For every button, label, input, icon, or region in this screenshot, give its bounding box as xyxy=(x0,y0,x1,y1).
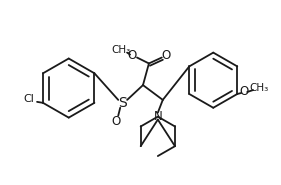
Text: S: S xyxy=(118,96,126,110)
Text: O: O xyxy=(112,115,121,128)
Text: CH₃: CH₃ xyxy=(112,45,131,55)
Text: O: O xyxy=(128,49,137,62)
Text: Cl: Cl xyxy=(24,94,35,104)
Text: CH₃: CH₃ xyxy=(250,83,269,93)
Text: O: O xyxy=(161,49,170,62)
Text: O: O xyxy=(240,85,249,97)
Text: N: N xyxy=(153,110,162,123)
